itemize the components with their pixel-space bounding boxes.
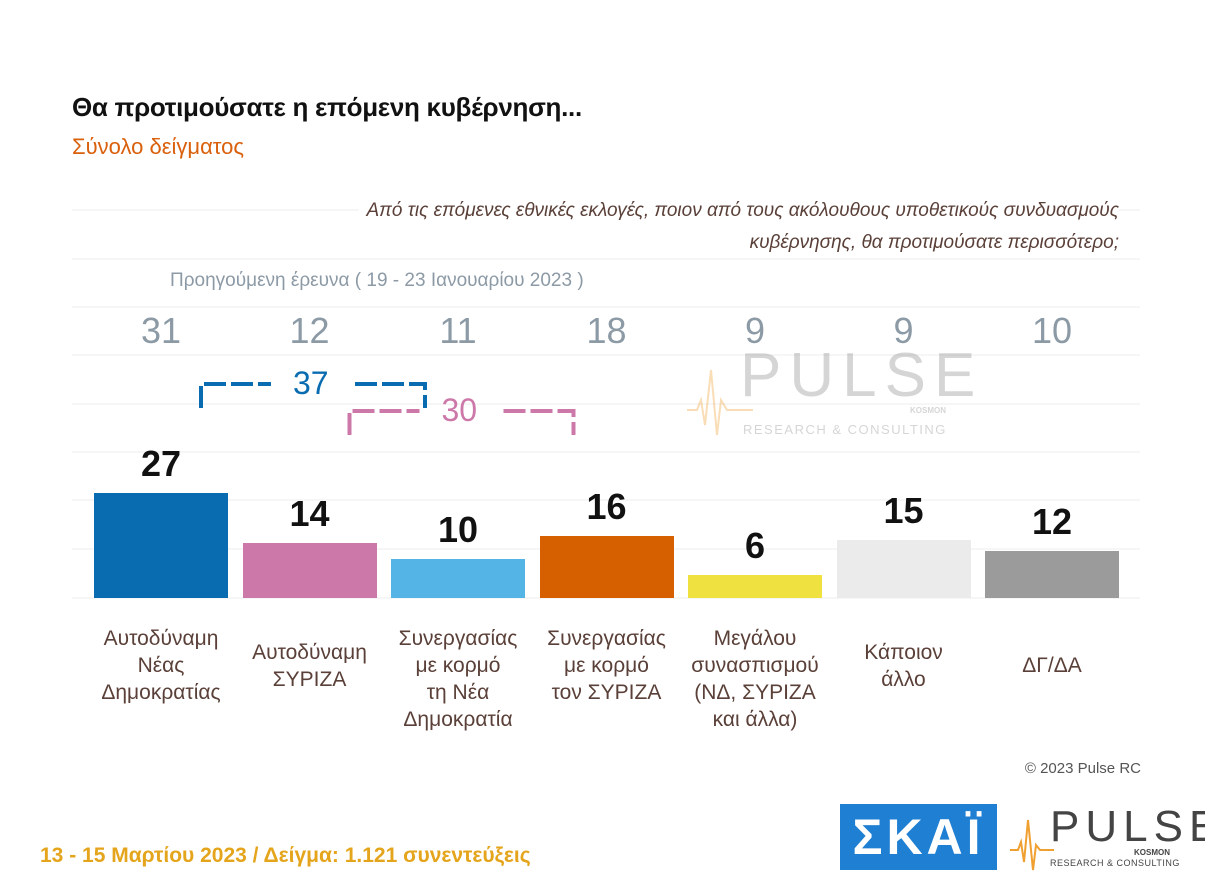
category-label: Κάποιον άλλο [864,641,943,691]
bar-value-label: 10 [437,509,479,550]
bar [94,492,228,598]
previous-value: 12 [289,310,330,351]
chart-subtitle: Σύνολο δείγματος [72,134,245,159]
question-line-2: κυβέρνησης, θα προτιμούσατε περισσότερο; [741,232,1119,253]
bar-value-label: 16 [586,485,627,527]
bar [985,551,1119,598]
watermark-tagline: RESEARCH & CONSULTING [743,422,947,437]
category-label: Συνεργασίας με κορμό τον ΣΥΡΙΖΑ [547,627,666,704]
previous-value: 9 [893,310,914,351]
previous-value: 10 [1031,310,1073,351]
bar-value-label: 6 [744,524,766,566]
combined-bracket [347,409,576,435]
pulse-logo: PULSE KOSMON RESEARCH & CONSULTING [1010,800,1205,875]
category-label: Αυτοδύναμη Νέας Δημοκρατίας [101,627,221,704]
survey-question: Από τις επόμενες εθνικές εκλογές, ποιον … [259,195,1119,259]
watermark-kosmon: KOSMON [910,406,946,415]
bar [242,543,377,598]
survey-footer: 13 - 15 Μαρτίου 2023 / Δείγμα: 1.121 συν… [40,844,531,867]
chart-title: Θα προτιμούσατε η επόμενη κυβέρνηση... [72,92,582,122]
watermark-word: PULSE [740,341,984,410]
bar-value-label: 14 [289,493,330,535]
bar [539,535,674,598]
previous-value: 18 [586,310,627,351]
pulse-logo-word: PULSE [1050,802,1205,851]
category-label: Μεγάλου συνασπισμού (ΝΔ, ΣΥΡΙΖΑ και άλλα) [691,627,819,731]
question-line-1: Από τις επόμενες εθνικές εκλογές, ποιον … [358,200,1119,221]
previous-value: 11 [439,310,477,351]
pulse-logo-tagline: RESEARCH & CONSULTING [1050,858,1180,868]
category-label: Συνεργασίας με κορμό τη Νέα Δημοκρατία [398,627,518,731]
bar-value-label: 12 [1031,501,1073,543]
category-label: Αυτοδύναμη ΣΥΡΙΖΑ [252,641,367,691]
combined-total-label: 37 [293,365,329,401]
pulse-logo-kosmon: KOSMON [1134,848,1170,857]
bar [836,539,971,598]
pulse-watermark: PULSE KOSMON RESEARCH & CONSULTING [685,340,975,440]
combined-total-label: 30 [441,392,478,428]
previous-value: 31 [140,310,182,351]
skai-logo: ΣΚΑΪ [840,804,997,870]
category-label: ΔΓ/ΔΑ [1022,654,1082,677]
previous-survey-label: Προηγούμενη έρευνα ( 19 - 23 Ιανουαρίου … [170,270,584,291]
previous-value: 9 [744,310,766,351]
bar-value-label: 27 [140,442,182,484]
bar [688,574,822,598]
combined-bracket [199,382,427,408]
bar-value-label: 15 [883,489,924,531]
copyright: © 2023 Pulse RC [1024,760,1141,777]
bar [391,559,525,598]
